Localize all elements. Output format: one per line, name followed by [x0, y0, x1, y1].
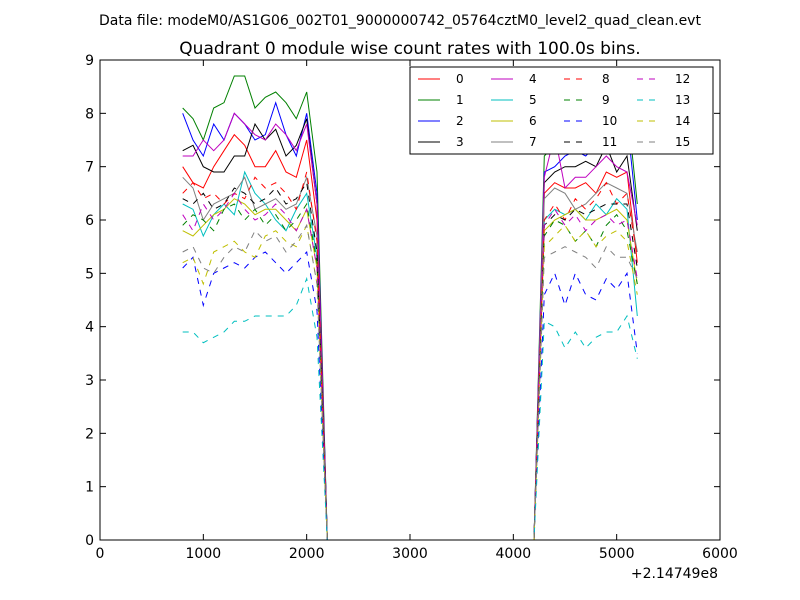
legend-label-7: 7: [529, 135, 537, 149]
figure-suptitle: Data file: modeM0/AS1G06_002T01_90000007…: [99, 13, 701, 29]
x-tick-label: 4000: [496, 546, 532, 562]
x-tick-label: 5000: [599, 546, 635, 562]
y-tick-label: 7: [85, 160, 94, 176]
legend-label-8: 8: [602, 72, 610, 86]
legend-label-15: 15: [675, 135, 690, 149]
legend-label-6: 6: [529, 114, 537, 128]
y-tick-label: 5: [85, 266, 94, 282]
y-tick-label: 0: [85, 533, 94, 549]
legend-label-5: 5: [529, 93, 537, 107]
legend-label-13: 13: [675, 93, 690, 107]
legend-label-4: 4: [529, 72, 537, 86]
x-offset-label: +2.14749e8: [631, 566, 718, 582]
x-tick-label: 2000: [289, 546, 325, 562]
legend-frame: [409, 66, 714, 155]
series-line-14: [182, 223, 638, 541]
chart-title: Quadrant 0 module wise count rates with …: [179, 39, 640, 59]
legend-label-3: 3: [456, 135, 464, 149]
y-tick-label: 2: [85, 426, 94, 442]
legend-label-11: 11: [602, 135, 617, 149]
legend-label-10: 10: [602, 114, 617, 128]
legend-label-9: 9: [602, 93, 610, 107]
y-tick-label: 1: [85, 480, 94, 496]
y-tick-label: 6: [85, 213, 94, 229]
x-tick-label: 0: [96, 546, 105, 562]
legend-label-2: 2: [456, 114, 464, 128]
legend-label-14: 14: [675, 114, 690, 128]
y-tick-label: 3: [85, 373, 94, 389]
y-tick-label: 4: [85, 320, 94, 336]
series-line-11: [182, 181, 638, 541]
legend-label-12: 12: [675, 72, 690, 86]
legend-label-1: 1: [456, 93, 464, 107]
x-tick-label: 3000: [392, 546, 428, 562]
x-tick-label: 6000: [702, 546, 738, 562]
y-tick-label: 9: [85, 53, 94, 69]
legend-label-0: 0: [456, 72, 464, 86]
x-tick-label: 1000: [186, 546, 222, 562]
y-tick-label: 8: [85, 106, 94, 122]
plot-frame: [99, 59, 721, 541]
